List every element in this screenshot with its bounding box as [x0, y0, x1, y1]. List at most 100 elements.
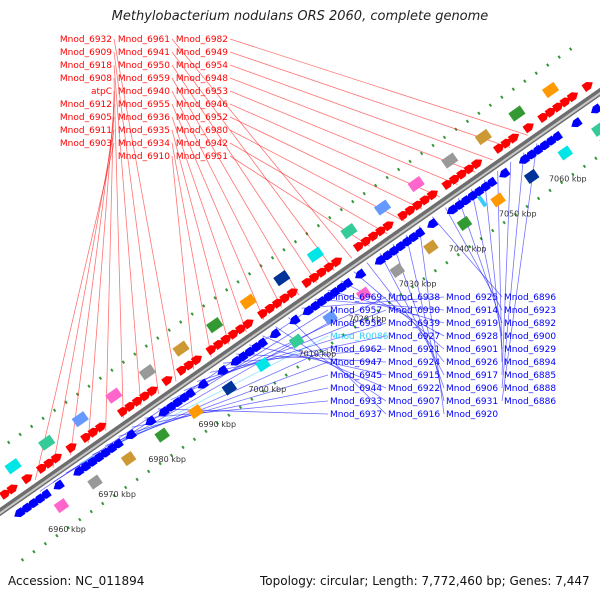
- forward-gene: [493, 143, 505, 154]
- forward-gene: [0, 489, 11, 500]
- feature-box: [188, 404, 204, 420]
- forward-gene: [220, 334, 232, 345]
- leader-line: [171, 51, 335, 271]
- leader-line: [229, 90, 458, 185]
- reverse-gene: [53, 479, 65, 490]
- reverse-gene: [14, 507, 26, 518]
- gene-label: Mnod_6934: [118, 139, 170, 149]
- forward-gene: [50, 453, 62, 464]
- reverse-gene: [269, 328, 282, 339]
- forward-gene: [411, 200, 424, 211]
- gene-label: Mnod_6886: [504, 397, 556, 407]
- feature-box: [306, 246, 325, 263]
- feature-box: [508, 105, 526, 122]
- leader-line: [113, 51, 159, 394]
- feature-box: [474, 128, 492, 146]
- forward-gene: [286, 288, 298, 299]
- forward-gene: [80, 432, 92, 443]
- reverse-gene: [335, 282, 347, 293]
- reverse-gene: [125, 429, 137, 440]
- feature-box: [71, 411, 89, 428]
- feature-box: [255, 357, 271, 373]
- kbp-tick-label: 7000 kbp: [248, 385, 286, 394]
- forward-gene: [507, 133, 520, 144]
- reverse-gene: [164, 401, 177, 412]
- gene-label: Mnod_6935: [118, 126, 170, 136]
- forward-gene: [6, 484, 18, 495]
- gene-label: Mnod_6932: [60, 35, 112, 45]
- gene-label: Mnod_6909: [60, 48, 112, 58]
- forward-gene: [146, 386, 158, 397]
- feature-box: [456, 215, 473, 232]
- reverse-gene: [473, 185, 485, 196]
- forward-gene: [375, 226, 387, 237]
- gene-label: Mnod_6945: [330, 371, 382, 381]
- gene-label: Mnod_6950: [118, 61, 170, 71]
- leader-line: [501, 143, 538, 402]
- reverse-gene: [86, 456, 98, 467]
- reverse-gene: [459, 195, 472, 206]
- gene-label: Mnod_6916: [388, 410, 440, 420]
- reverse-gene: [27, 497, 39, 508]
- forward-gene: [35, 463, 48, 474]
- reverse-gene: [92, 452, 105, 463]
- gene-label: Mnod_6946: [176, 100, 228, 110]
- leader-line: [288, 317, 387, 415]
- forward-gene: [367, 231, 379, 242]
- feature-box: [490, 192, 506, 208]
- reverse-gene: [400, 236, 413, 247]
- forward-gene: [419, 195, 431, 206]
- leader-line: [171, 142, 212, 357]
- genome-backbone: [0, 87, 600, 517]
- leader-line: [113, 77, 124, 419]
- reverse-gene: [407, 231, 419, 242]
- forward-gene: [404, 205, 416, 216]
- reverse-gene: [538, 140, 550, 151]
- leader-line: [171, 77, 300, 296]
- leader-line: [418, 225, 445, 415]
- reverse-gene: [217, 364, 229, 375]
- gene-label: Mnod_6914: [446, 306, 498, 316]
- kbp-tick-label: 6990 kbp: [198, 420, 236, 429]
- reverse-gene: [525, 149, 537, 160]
- gene-labels: Mnod_6982 Mnod_6949 Mnod_6954 Mnod_6948 Mnod…: [60, 35, 556, 420]
- gene-label: Mnod_6906: [446, 384, 498, 394]
- gene-label: Mnod_6949: [176, 48, 228, 58]
- leader-line: [171, 155, 195, 370]
- leader-line: [229, 103, 440, 198]
- gene-label: Mnod_6941: [118, 48, 170, 58]
- reverse-gene: [486, 176, 498, 187]
- forward-gene: [441, 180, 453, 191]
- gene-label: Mnod_6927: [388, 332, 440, 342]
- forward-gene: [330, 257, 343, 268]
- forward-gene: [65, 443, 77, 454]
- gene-label: Mnod_6885: [504, 371, 556, 381]
- forward-gene: [124, 401, 136, 412]
- rna-feature: [477, 195, 488, 208]
- reverse-gene: [479, 181, 491, 192]
- reverse-gene: [145, 415, 157, 426]
- gene-label: Mnod_6915: [388, 371, 440, 381]
- reverse-gene: [466, 190, 478, 201]
- gene-label: Mnod_6969: [330, 293, 382, 303]
- reverse-gene: [590, 103, 600, 114]
- leader-line: [262, 335, 387, 389]
- feature-box: [273, 269, 291, 287]
- leader-line: [157, 408, 329, 415]
- reverse-gene: [20, 502, 33, 513]
- leader-line: [34, 142, 115, 481]
- reverse-gene: [309, 300, 321, 311]
- feature-box: [523, 168, 540, 184]
- gene-label: Mnod_6961: [118, 35, 170, 45]
- forward-gene: [360, 236, 372, 247]
- forward-gene: [316, 267, 328, 278]
- gene-label: Mnod_6939: [388, 319, 440, 329]
- forward-gene: [234, 324, 247, 335]
- reverse-gene: [453, 199, 465, 210]
- kbp-tick-label: 7010 kbp: [299, 350, 337, 359]
- gene-label: Mnod_6917: [446, 371, 498, 381]
- leader-line: [118, 374, 329, 437]
- forward-gene: [175, 365, 188, 376]
- forward-gene: [139, 391, 151, 402]
